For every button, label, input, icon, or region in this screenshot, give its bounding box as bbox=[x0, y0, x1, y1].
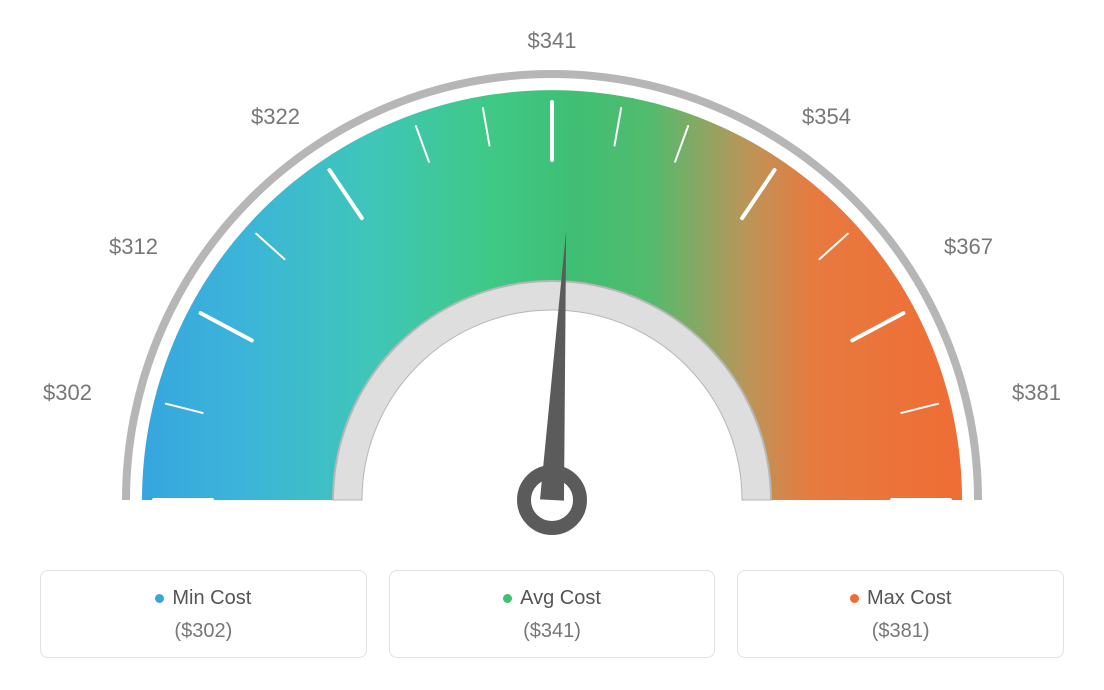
gauge-tick-label: $341 bbox=[528, 28, 577, 53]
legend-card-max: Max Cost ($381) bbox=[737, 570, 1064, 658]
legend-text: Max Cost bbox=[867, 587, 951, 610]
legend-card-avg: Avg Cost ($341) bbox=[389, 570, 716, 658]
gauge-tick-label: $302 bbox=[43, 380, 92, 405]
dot-icon bbox=[503, 594, 512, 603]
legend-label-max: Max Cost bbox=[850, 587, 951, 610]
legend-row: Min Cost ($302) Avg Cost ($341) Max Cost… bbox=[0, 570, 1104, 658]
gauge-tick-label: $322 bbox=[251, 104, 300, 129]
dot-icon bbox=[155, 594, 164, 603]
legend-value-avg: ($341) bbox=[400, 620, 705, 643]
gauge-tick-label: $312 bbox=[109, 234, 158, 259]
dot-icon bbox=[850, 594, 859, 603]
gauge-svg: $302 $312 $322 $341 $354 $367 $381 bbox=[0, 0, 1104, 560]
legend-text: Min Cost bbox=[172, 587, 251, 610]
legend-value-max: ($381) bbox=[748, 620, 1053, 643]
gauge-tick-label: $367 bbox=[944, 234, 993, 259]
legend-label-avg: Avg Cost bbox=[503, 587, 601, 610]
legend-value-min: ($302) bbox=[51, 620, 356, 643]
gauge-tick-label: $381 bbox=[1012, 380, 1061, 405]
gauge-chart: $302 $312 $322 $341 $354 $367 $381 bbox=[0, 0, 1104, 560]
legend-text: Avg Cost bbox=[520, 587, 601, 610]
gauge-tick-label: $354 bbox=[802, 104, 851, 129]
legend-label-min: Min Cost bbox=[155, 587, 251, 610]
legend-card-min: Min Cost ($302) bbox=[40, 570, 367, 658]
